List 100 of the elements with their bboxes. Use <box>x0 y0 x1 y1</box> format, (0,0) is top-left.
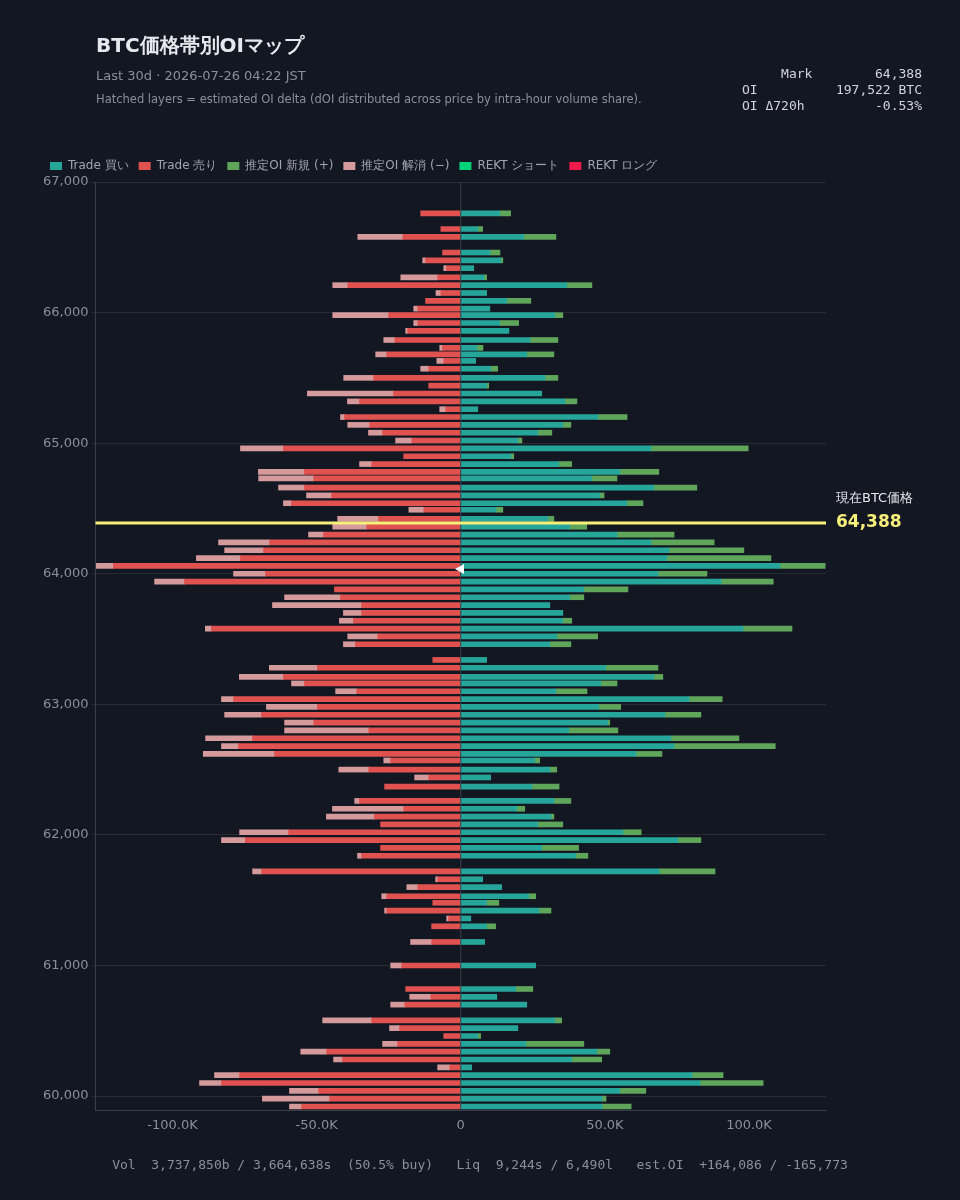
bar <box>252 735 462 742</box>
bar <box>449 1064 462 1071</box>
bar <box>460 735 672 742</box>
legend-label: REKT ロング <box>587 158 659 173</box>
bar <box>569 594 585 601</box>
bar <box>445 406 462 413</box>
bar <box>460 657 488 663</box>
bar <box>555 688 588 695</box>
bar <box>406 884 419 890</box>
bar <box>495 506 504 513</box>
bar <box>430 993 462 1000</box>
bar <box>460 298 508 304</box>
bar <box>460 1087 621 1094</box>
bar <box>408 506 425 513</box>
text: OI 197,522 BTC <box>741 82 922 98</box>
text: Hatched layers = estimated OI delta (dOI distributed across price by intra-hour volume share). <box>96 92 642 106</box>
bar <box>288 829 462 836</box>
text: Vol 3,737,850b / 3,664,638s (50.5% buy) Liq 9,244s / 6,490l est.OI +164,086 / -165,773 <box>111 1157 849 1172</box>
bar <box>619 1087 647 1094</box>
legend-label: REKT ショート <box>477 158 560 173</box>
bar <box>205 735 253 742</box>
bar <box>506 298 532 304</box>
bar <box>397 1040 462 1047</box>
bar <box>335 688 357 695</box>
bar <box>486 923 496 930</box>
bar <box>460 453 512 460</box>
bar <box>410 939 432 945</box>
bar <box>380 845 462 851</box>
bar <box>371 461 462 467</box>
bar <box>268 664 318 671</box>
text: Mark 64,388 <box>780 66 922 82</box>
bar <box>670 735 740 742</box>
bar <box>289 1087 319 1094</box>
bar <box>460 993 498 1000</box>
bar <box>575 852 589 859</box>
bar <box>202 751 275 757</box>
bar <box>378 516 462 522</box>
bar <box>544 375 559 381</box>
bar <box>460 884 503 890</box>
bar <box>405 986 462 992</box>
bar <box>284 594 341 601</box>
y-tick-label: 60,000 <box>42 1087 89 1103</box>
bar <box>477 1033 481 1039</box>
bar <box>460 414 599 420</box>
bar <box>437 274 462 281</box>
bar <box>440 290 462 296</box>
bar <box>347 422 370 428</box>
bar <box>446 265 462 272</box>
bar <box>666 555 772 561</box>
bar <box>221 837 246 843</box>
bar <box>460 837 679 843</box>
bar <box>399 1025 462 1031</box>
bar <box>486 899 500 906</box>
bar <box>443 1033 462 1039</box>
bar <box>460 798 555 804</box>
bar <box>339 617 354 624</box>
bar <box>619 469 660 475</box>
bar <box>460 328 510 334</box>
bar <box>460 274 485 281</box>
bar <box>440 226 462 232</box>
bar <box>343 610 362 616</box>
bar <box>373 375 462 381</box>
bar <box>523 234 557 240</box>
bar <box>673 743 776 749</box>
bar <box>317 704 462 710</box>
bar <box>432 657 462 663</box>
x-tick-label: -100.0K <box>147 1116 199 1132</box>
bar <box>626 500 644 507</box>
bar <box>460 1017 556 1024</box>
bar <box>460 1040 527 1047</box>
bar <box>460 555 668 561</box>
bar <box>340 594 462 601</box>
bar <box>460 876 483 883</box>
bar <box>272 602 362 608</box>
bar <box>460 852 577 859</box>
bar <box>553 798 572 804</box>
bar <box>221 743 239 749</box>
bar <box>699 1080 764 1086</box>
bar <box>691 1072 724 1078</box>
bar <box>460 617 564 624</box>
bar <box>460 365 492 372</box>
bar <box>261 711 462 718</box>
x-tick-label: 100.0K <box>726 1116 773 1132</box>
bar <box>598 704 622 710</box>
y-tick-label: 63,000 <box>42 695 89 711</box>
bar <box>332 312 389 319</box>
bar <box>529 337 559 343</box>
bar <box>199 1080 222 1086</box>
bar <box>460 1064 473 1071</box>
bar <box>460 923 488 930</box>
bar <box>359 798 462 804</box>
bar <box>263 547 462 554</box>
bar <box>779 563 826 569</box>
bar <box>562 422 572 428</box>
bar <box>417 884 462 890</box>
bar <box>355 641 462 648</box>
bar <box>382 1040 398 1047</box>
bar <box>224 547 264 554</box>
bar <box>477 226 483 232</box>
bar <box>318 1087 462 1094</box>
